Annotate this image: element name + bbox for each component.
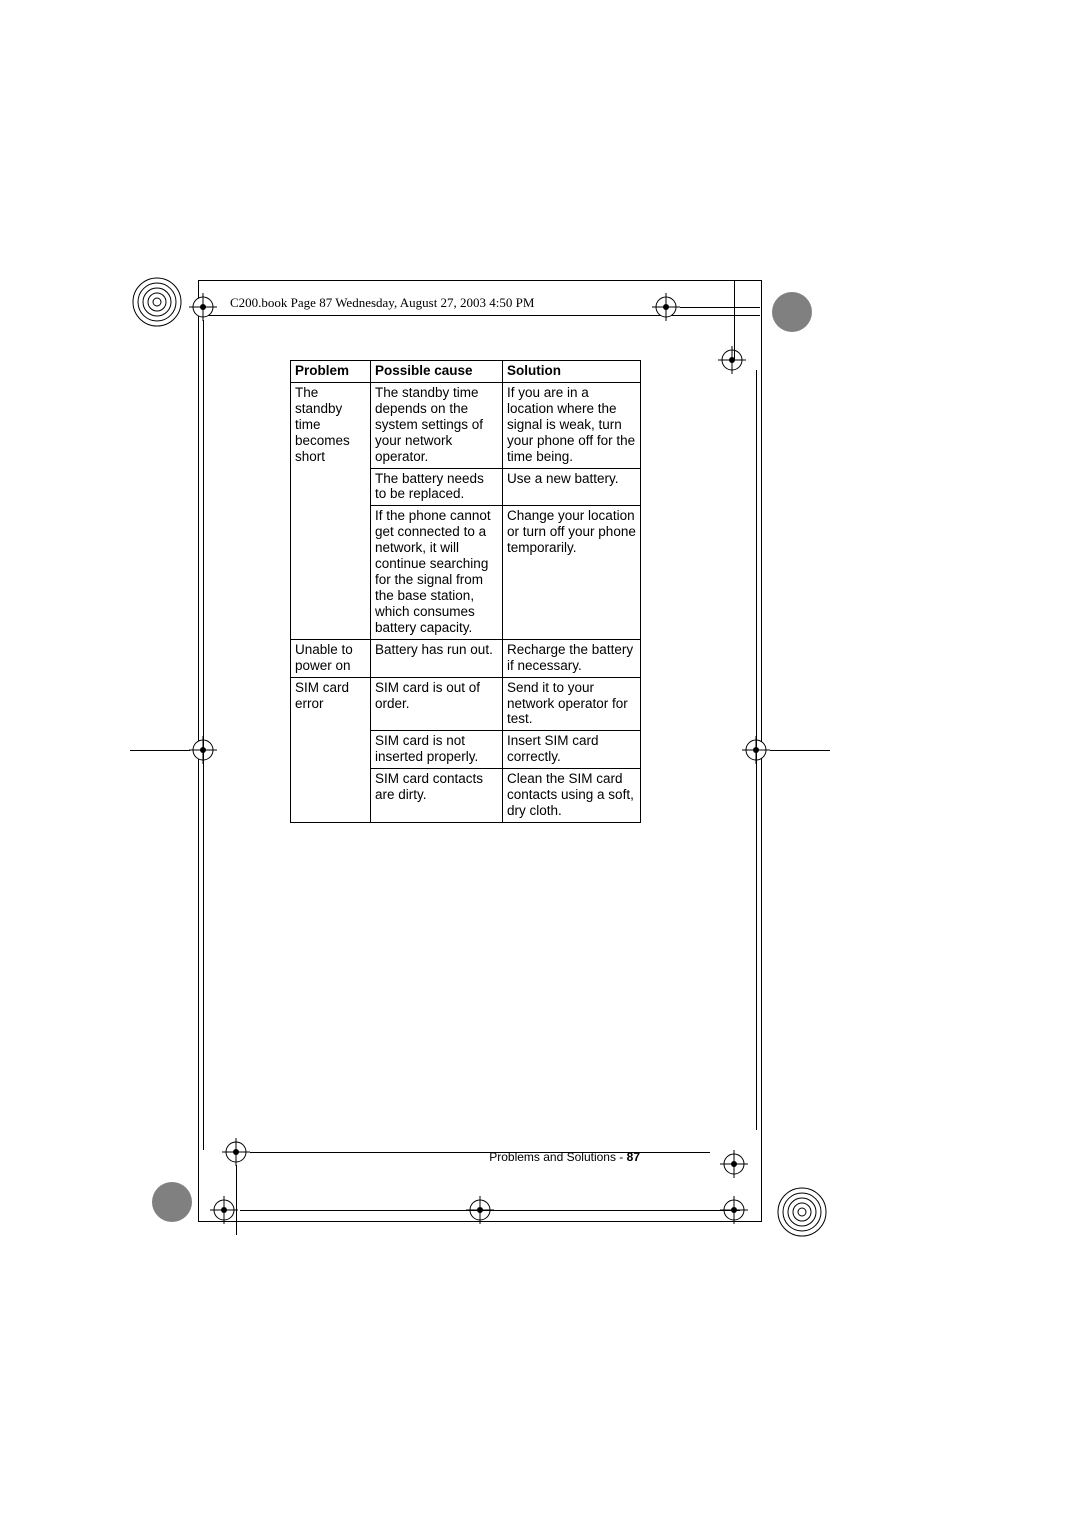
- cell-solution: Use a new battery.: [503, 468, 641, 506]
- col-header-problem: Problem: [291, 361, 371, 383]
- crosshair-icon: [189, 293, 217, 321]
- table-row: SIM card errorSIM card is out of order.S…: [291, 677, 641, 731]
- cell-solution: Insert SIM card correctly.: [503, 731, 641, 769]
- cell-solution: Send it to your network operator for tes…: [503, 677, 641, 731]
- guide-line: [130, 750, 190, 751]
- crosshair-icon: [222, 1138, 250, 1166]
- cell-cause: If the phone cannot get connected to a n…: [371, 506, 503, 639]
- guide-line: [756, 370, 757, 1130]
- crosshair-icon: [210, 1196, 238, 1224]
- table-row: The standby time becomes shortThe standb…: [291, 382, 641, 468]
- corner-dot-icon: [150, 1180, 194, 1224]
- col-header-cause: Possible cause: [371, 361, 503, 383]
- registration-mark-icon: [775, 1185, 829, 1239]
- cell-cause: The standby time depends on the system s…: [371, 382, 503, 468]
- cell-cause: SIM card is out of order.: [371, 677, 503, 731]
- cell-cause: SIM card is not inserted properly.: [371, 731, 503, 769]
- cell-solution: Clean the SIM card contacts using a soft…: [503, 769, 641, 823]
- registration-mark-icon: [130, 275, 184, 329]
- table: Problem Possible cause Solution The stan…: [290, 360, 641, 823]
- header-stamp: C200.book Page 87 Wednesday, August 27, …: [230, 295, 534, 311]
- cell-problem: Unable to power on: [291, 639, 371, 677]
- cell-cause: SIM card contacts are dirty.: [371, 769, 503, 823]
- guide-line: [734, 280, 735, 360]
- crosshair-icon: [720, 1150, 748, 1178]
- guide-line: [770, 750, 830, 751]
- corner-dot-icon: [770, 290, 814, 334]
- crosshair-icon: [718, 346, 746, 374]
- cell-cause: Battery has run out.: [371, 639, 503, 677]
- cell-problem: The standby time becomes short: [291, 382, 371, 639]
- troubleshooting-table: Problem Possible cause Solution The stan…: [290, 360, 640, 823]
- col-header-solution: Solution: [503, 361, 641, 383]
- table-row: Unable to power onBattery has run out.Re…: [291, 639, 641, 677]
- cell-solution: Recharge the battery if necessary.: [503, 639, 641, 677]
- guide-line: [250, 1152, 710, 1153]
- cell-cause: The battery needs to be replaced.: [371, 468, 503, 506]
- guide-line: [240, 1210, 740, 1211]
- crosshair-icon: [652, 293, 680, 321]
- cell-solution: Change your location or turn off your ph…: [503, 506, 641, 639]
- cell-problem: SIM card error: [291, 677, 371, 822]
- cell-solution: If you are in a location where the signa…: [503, 382, 641, 468]
- guide-line: [680, 307, 760, 308]
- guide-line: [236, 1165, 237, 1235]
- guide-line: [203, 320, 204, 1150]
